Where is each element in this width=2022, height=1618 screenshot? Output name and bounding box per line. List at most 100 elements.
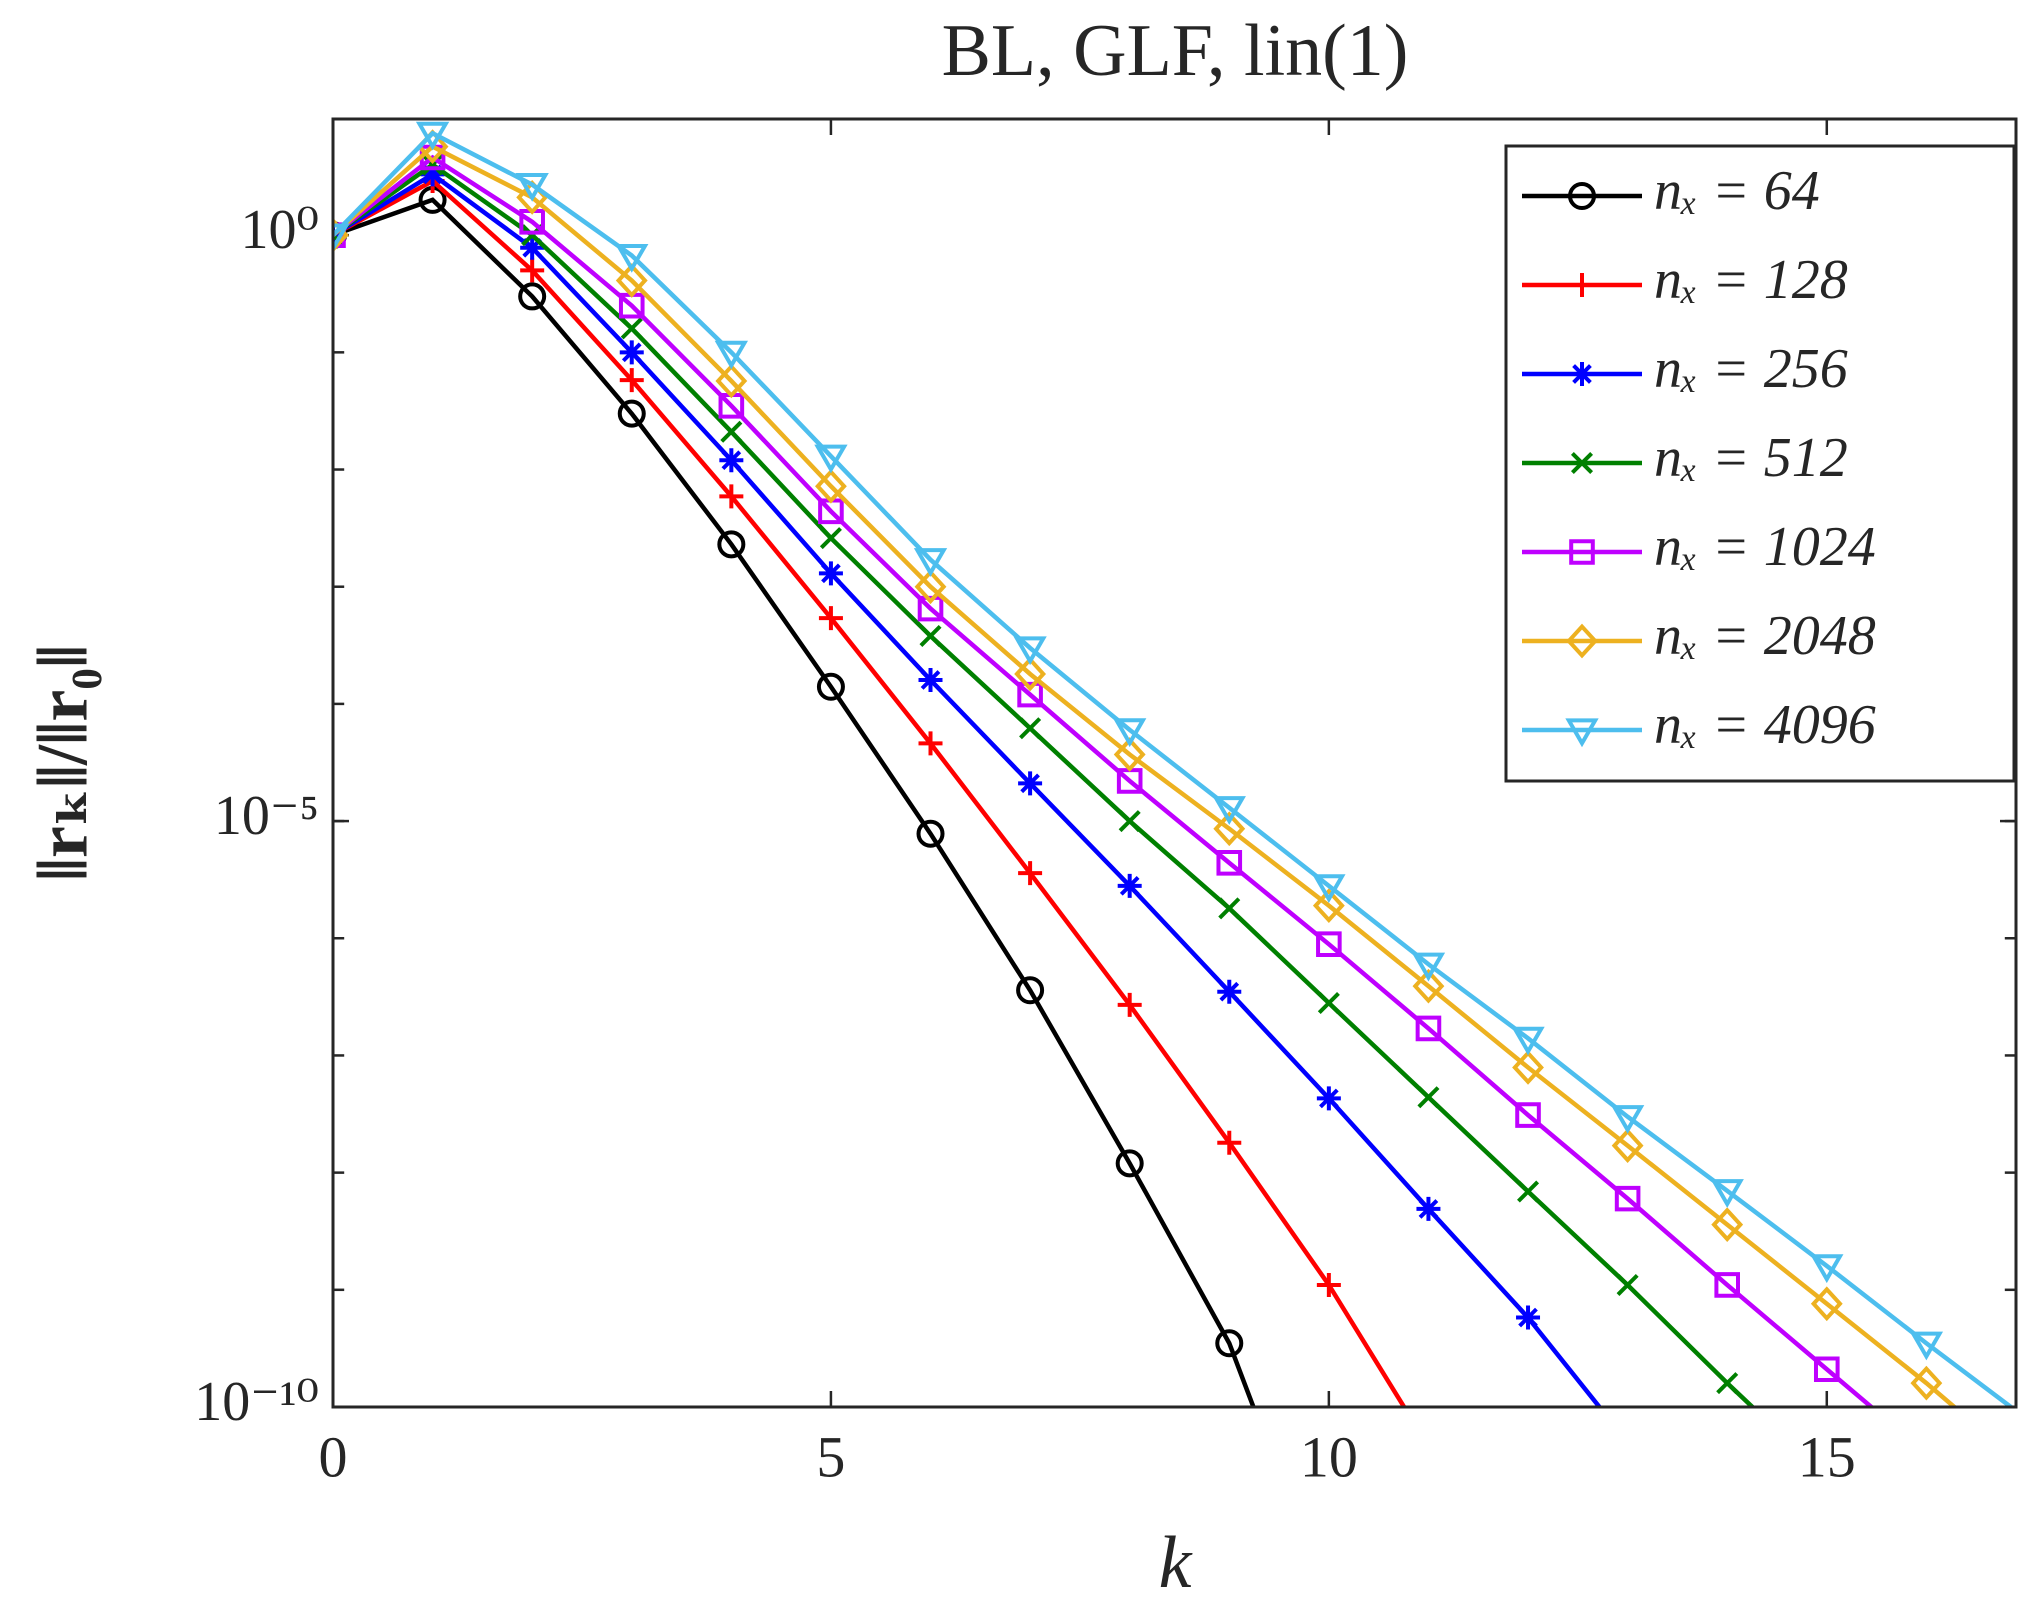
legend-label: nₓ = 1024 xyxy=(1654,516,1876,578)
data-point xyxy=(1217,1130,1242,1155)
data-point xyxy=(1714,1272,1741,1298)
data-point xyxy=(814,444,848,474)
data-point xyxy=(1813,1356,1840,1383)
data-point xyxy=(1610,1105,1645,1134)
data-point xyxy=(1118,810,1141,833)
data-point xyxy=(818,498,844,525)
data-point xyxy=(1716,1372,1739,1395)
x-tick-label: 15 xyxy=(1798,1424,1856,1489)
data-point xyxy=(718,392,745,419)
data-point xyxy=(615,263,648,298)
data-point xyxy=(420,162,445,187)
data-point xyxy=(1117,992,1142,1017)
x-tick-label: 5 xyxy=(816,1424,845,1489)
data-point xyxy=(720,420,743,443)
data-point xyxy=(1312,874,1346,904)
data-point xyxy=(1614,1185,1641,1212)
y-tick-label: 10⁻¹⁰ xyxy=(194,1371,319,1433)
legend-marker xyxy=(1567,182,1597,210)
data-point xyxy=(1019,717,1042,740)
data-point xyxy=(1014,656,1047,692)
data-point xyxy=(815,468,847,504)
data-point xyxy=(1316,931,1342,957)
data-point xyxy=(914,569,947,605)
data-point xyxy=(919,624,942,647)
data-point xyxy=(818,561,843,586)
legend-label: nₓ = 128 xyxy=(1654,249,1848,311)
series-line xyxy=(333,178,1407,1407)
data-point xyxy=(619,368,644,393)
data-point xyxy=(1316,1272,1341,1297)
legend-label: nₓ = 64 xyxy=(1654,160,1820,222)
legend-label: nₓ = 512 xyxy=(1654,427,1848,489)
data-point xyxy=(816,672,845,701)
data-point xyxy=(1512,1050,1544,1085)
legend-label: nₓ = 256 xyxy=(1654,338,1848,400)
data-point xyxy=(1216,850,1243,876)
y-axis-label: ‖rₖ‖/‖r₀‖ xyxy=(23,645,103,882)
data-point xyxy=(714,340,749,370)
series-line xyxy=(333,171,1603,1407)
data-point xyxy=(1117,873,1142,898)
data-point xyxy=(1810,1254,1844,1284)
data-point xyxy=(1215,1329,1244,1358)
legend-label: nₓ = 4096 xyxy=(1654,694,1876,756)
x-axis-label: k xyxy=(1159,1522,1193,1604)
legend-marker xyxy=(1565,718,1599,748)
data-point xyxy=(1611,1128,1644,1163)
data-point xyxy=(717,530,746,559)
data-point xyxy=(918,667,943,692)
data-point xyxy=(1018,771,1043,796)
legend-label: nₓ = 2048 xyxy=(1654,605,1876,667)
series-line xyxy=(333,197,1256,1407)
x-tick-label: 0 xyxy=(319,1424,348,1489)
series-line xyxy=(333,161,1756,1407)
legend-marker xyxy=(1569,539,1595,565)
data-point xyxy=(418,185,447,214)
data-point xyxy=(1316,1086,1341,1111)
data-point xyxy=(518,282,547,311)
data-point xyxy=(1113,737,1146,772)
data-point xyxy=(333,223,350,253)
data-point xyxy=(1218,897,1241,920)
data-point xyxy=(719,448,744,473)
series-line xyxy=(333,130,2015,1407)
data-point xyxy=(1810,1286,1843,1322)
data-point xyxy=(1711,1207,1744,1242)
data-point xyxy=(916,819,945,848)
plot-area xyxy=(333,121,2016,1407)
data-point xyxy=(715,363,748,399)
data-point xyxy=(620,317,643,340)
x-tick-label: 10 xyxy=(1300,1424,1358,1489)
data-point xyxy=(913,548,948,577)
data-point xyxy=(1415,1015,1442,1042)
data-point xyxy=(617,399,646,428)
legend-marker xyxy=(1570,362,1594,386)
y-tick-label: 10⁻⁵ xyxy=(214,785,319,847)
data-point xyxy=(1016,976,1045,1005)
data-point xyxy=(1710,1179,1744,1208)
data-point xyxy=(1013,636,1047,666)
data-point xyxy=(1909,1331,1944,1361)
data-point xyxy=(1212,796,1246,825)
series-line xyxy=(333,143,1958,1407)
data-point xyxy=(618,292,645,319)
y-tick-label: 10⁰ xyxy=(241,199,319,261)
data-point xyxy=(1312,888,1345,923)
data-point xyxy=(1910,1365,1943,1401)
data-point xyxy=(1113,718,1147,748)
data-point xyxy=(1018,861,1043,886)
data-point xyxy=(818,606,843,631)
data-point xyxy=(1411,952,1446,982)
data-point xyxy=(1317,992,1340,1015)
data-point xyxy=(619,340,644,365)
data-point xyxy=(515,173,549,202)
data-point xyxy=(1412,968,1445,1004)
data-point xyxy=(1217,979,1242,1004)
data-point xyxy=(1515,1102,1541,1128)
data-point xyxy=(421,153,444,176)
data-point xyxy=(719,484,744,509)
data-point xyxy=(615,243,649,273)
data-point xyxy=(1517,1180,1540,1203)
